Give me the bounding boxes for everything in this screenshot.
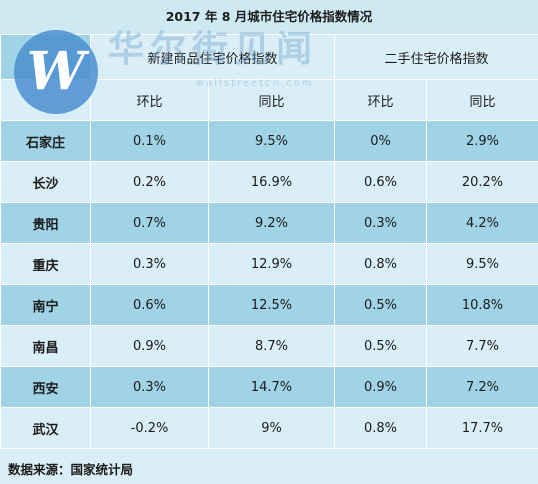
data-source-note: 数据来源：国家统计局 <box>0 455 538 484</box>
price-index-table: 新建商品住宅价格指数 二手住宅价格指数 环比 同比 环比 同比 石家庄 0.1%… <box>0 34 538 449</box>
used-mom-cell: 0.3% <box>334 202 428 244</box>
city-cell: 南昌 <box>0 325 91 367</box>
new-yoy-cell: 8.7% <box>207 325 336 367</box>
table-row: 西安 0.3% 14.7% 0.9% 7.2% <box>0 366 538 408</box>
subheader-used-mom: 环比 <box>334 79 428 121</box>
table-row: 南昌 0.9% 8.7% 0.5% 7.7% <box>0 325 538 367</box>
city-cell: 长沙 <box>0 161 91 203</box>
subheader-new-mom: 环比 <box>90 79 209 121</box>
used-mom-cell: 0.8% <box>334 407 428 449</box>
city-cell: 西安 <box>0 366 91 408</box>
new-mom-cell: 0.3% <box>90 243 209 285</box>
new-yoy-cell: 9.2% <box>207 202 336 244</box>
new-mom-cell: 0.3% <box>90 366 209 408</box>
used-mom-cell: 0.6% <box>334 161 428 203</box>
used-mom-cell: 0.9% <box>334 366 428 408</box>
new-mom-cell: -0.2% <box>90 407 209 449</box>
new-mom-cell: 0.9% <box>90 325 209 367</box>
used-yoy-cell: 20.2% <box>426 161 538 203</box>
city-cell: 南宁 <box>0 284 91 326</box>
used-mom-cell: 0.5% <box>334 325 428 367</box>
watermark-url: wallstreetcn.com <box>196 78 314 89</box>
used-mom-cell: 0.5% <box>334 284 428 326</box>
used-yoy-cell: 2.9% <box>426 120 538 162</box>
used-yoy-cell: 4.2% <box>426 202 538 244</box>
used-yoy-cell: 10.8% <box>426 284 538 326</box>
table-title: 2017 年 8 月城市住宅价格指数情况 <box>0 0 538 34</box>
used-yoy-cell: 9.5% <box>426 243 538 285</box>
city-cell: 石家庄 <box>0 120 91 162</box>
new-mom-cell: 0.6% <box>90 284 209 326</box>
new-yoy-cell: 16.9% <box>207 161 336 203</box>
group-header-used: 二手住宅价格指数 <box>334 34 538 80</box>
used-yoy-cell: 7.7% <box>426 325 538 367</box>
city-cell: 贵阳 <box>0 202 91 244</box>
new-yoy-cell: 14.7% <box>207 366 336 408</box>
new-mom-cell: 0.2% <box>90 161 209 203</box>
subheader-new-yoy: 同比 <box>207 79 336 121</box>
new-mom-cell: 0.1% <box>90 120 209 162</box>
watermark-logo-letter: W <box>26 41 86 102</box>
header-sub-row: 环比 同比 环比 同比 <box>0 79 538 121</box>
subheader-used-yoy: 同比 <box>426 79 538 121</box>
city-cell: 武汉 <box>0 407 91 449</box>
group-header-new: 新建商品住宅价格指数 <box>89 34 336 80</box>
used-yoy-cell: 7.2% <box>426 366 538 408</box>
table-row: 武汉 -0.2% 9% 0.8% 17.7% <box>0 407 538 449</box>
table-row: 石家庄 0.1% 9.5% 0% 2.9% <box>0 120 538 162</box>
new-yoy-cell: 12.5% <box>207 284 336 326</box>
watermark-logo-icon <box>14 30 98 114</box>
city-cell: 重庆 <box>0 243 91 285</box>
used-mom-cell: 0.8% <box>334 243 428 285</box>
table-row: 重庆 0.3% 12.9% 0.8% 9.5% <box>0 243 538 285</box>
new-yoy-cell: 12.9% <box>207 243 336 285</box>
table-row: 长沙 0.2% 16.9% 0.6% 20.2% <box>0 161 538 203</box>
used-yoy-cell: 17.7% <box>426 407 538 449</box>
table-row: 贵阳 0.7% 9.2% 0.3% 4.2% <box>0 202 538 244</box>
new-yoy-cell: 9% <box>207 407 336 449</box>
table-row: 南宁 0.6% 12.5% 0.5% 10.8% <box>0 284 538 326</box>
watermark-text: 华尔街见闻 <box>108 28 319 70</box>
used-mom-cell: 0% <box>334 120 428 162</box>
new-mom-cell: 0.7% <box>90 202 209 244</box>
new-yoy-cell: 9.5% <box>207 120 336 162</box>
